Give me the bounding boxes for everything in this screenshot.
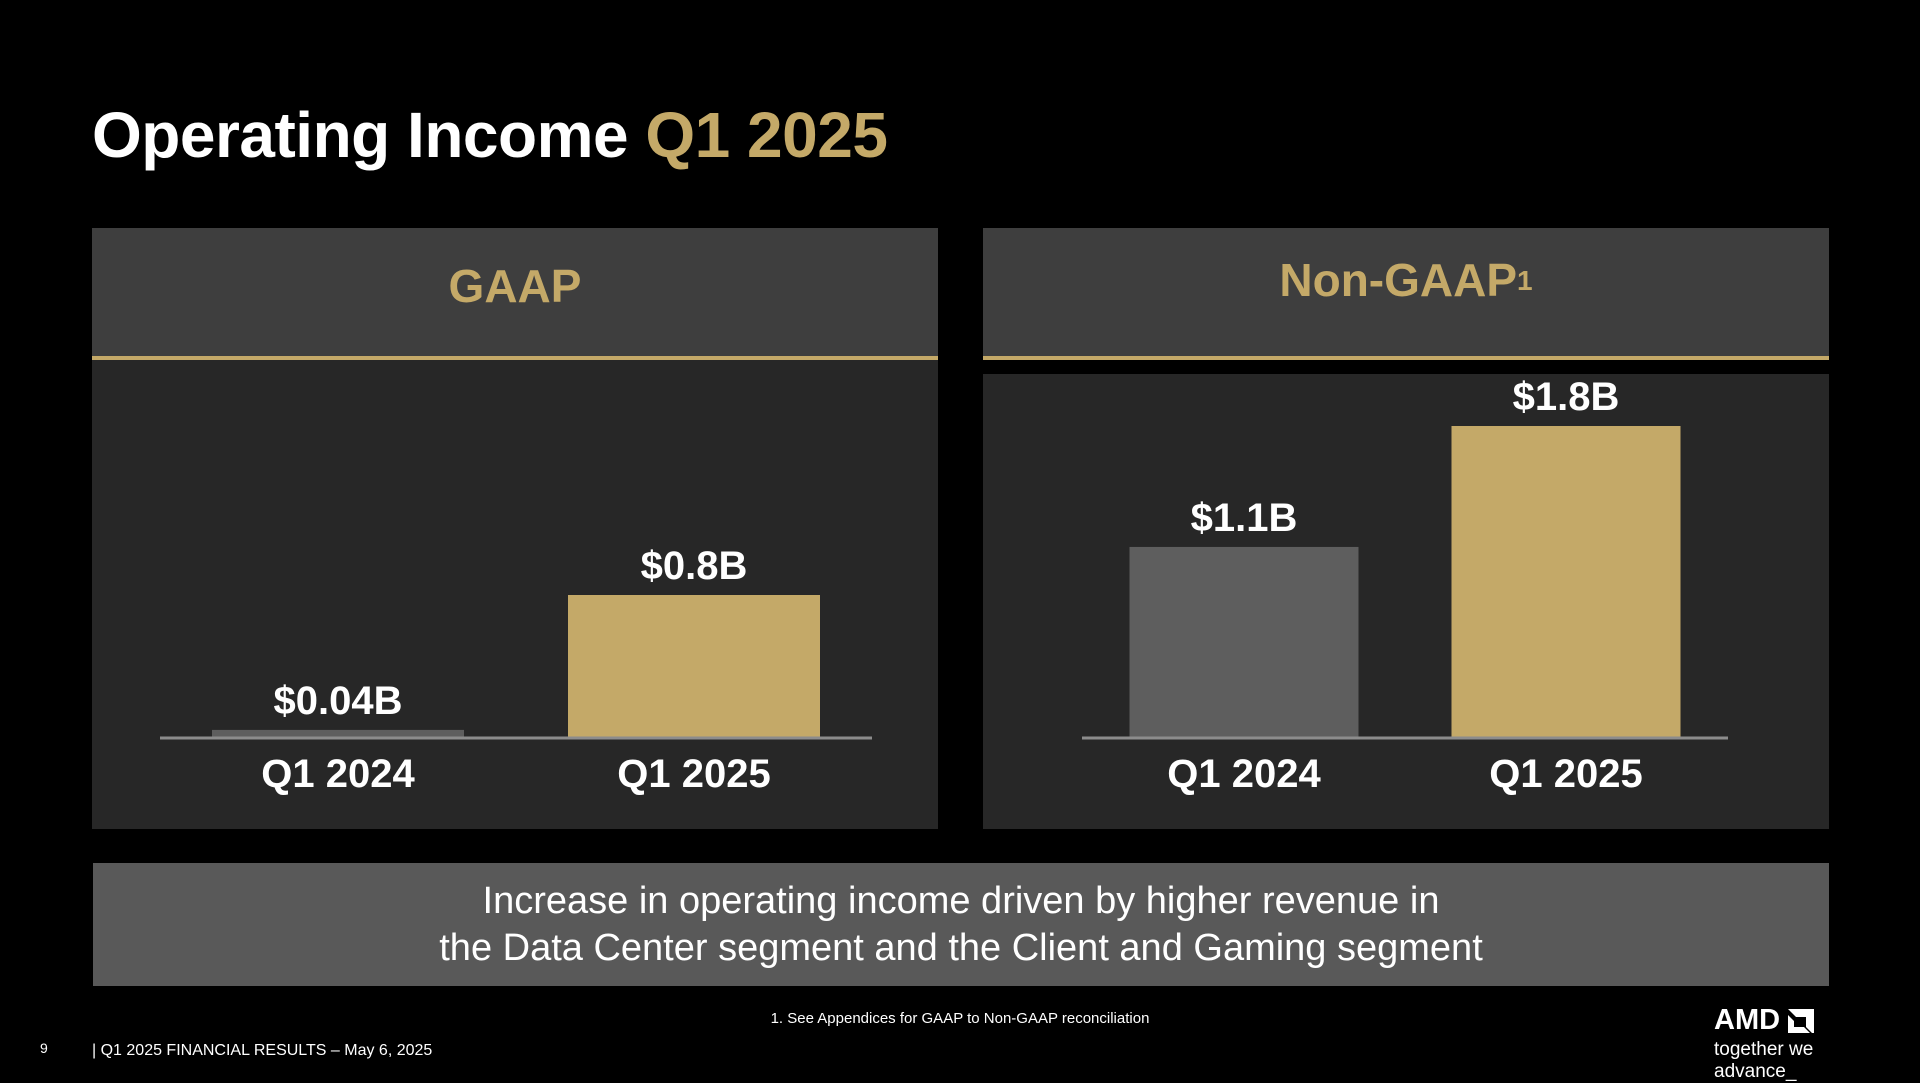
summary-text: Increase in operating income driven by h… — [439, 878, 1483, 972]
summary-line-2: the Data Center segment and the Client a… — [439, 926, 1483, 969]
footnote: 1. See Appendices for GAAP to Non-GAAP r… — [770, 1010, 1150, 1027]
gaap-bar-q1-2024 — [212, 729, 464, 737]
gaap-chart-area: $0.04B Q1 2024 $0.8B Q1 2025 — [92, 360, 938, 829]
gaap-value-label-q1-2025: $0.8B — [641, 544, 748, 588]
title-highlight: Q1 2025 — [645, 99, 888, 171]
gaap-category-label-q1-2024: Q1 2024 — [261, 752, 415, 796]
logo-tagline: together we advance_ — [1714, 1039, 1814, 1082]
non-gaap-panel-header: Non-GAAP1 — [983, 228, 1829, 360]
non-gaap-chart-area: $1.1B Q1 2024 $1.8B Q1 2025 — [983, 374, 1829, 829]
gaap-value-label-q1-2024: $0.04B — [274, 679, 403, 723]
title-main: Operating Income — [92, 99, 629, 171]
page-number: 9 — [40, 1040, 48, 1056]
non-gaap-bar-q1-2025 — [1451, 426, 1681, 737]
gaap-bar-q1-2025 — [568, 595, 820, 737]
gaap-category-label-q1-2025: Q1 2025 — [617, 752, 770, 796]
non-gaap-title-text: Non-GAAP — [1279, 254, 1518, 306]
amd-logo: AMD together we advance_ — [1714, 1004, 1894, 1083]
gaap-panel-header: GAAP — [92, 228, 938, 360]
non-gaap-panel-title: Non-GAAP1 — [1279, 254, 1533, 313]
non-gaap-bar-q1-2024 — [1129, 546, 1359, 737]
footer-text: | Q1 2025 FINANCIAL RESULTS – May 6, 202… — [92, 1042, 433, 1059]
gaap-bar-chart: $0.04B Q1 2024 $0.8B Q1 2025 — [160, 544, 872, 796]
page-title: Operating Income Q1 2025 — [92, 96, 888, 174]
amd-arrow-icon — [1788, 1008, 1815, 1033]
non-gaap-bar-chart: $1.1B Q1 2024 $1.8B Q1 2025 — [1082, 375, 1728, 796]
summary-line-1: Increase in operating income driven by h… — [482, 879, 1440, 922]
non-gaap-category-label-q1-2024: Q1 2024 — [1167, 752, 1321, 796]
summary-box: Increase in operating income driven by h… — [93, 863, 1829, 986]
non-gaap-value-label-q1-2024: $1.1B — [1191, 496, 1298, 540]
non-gaap-value-label-q1-2025: $1.8B — [1513, 375, 1620, 419]
logo-brand-text: AMD — [1714, 1004, 1781, 1036]
footnote-marker: 1 — [1517, 265, 1533, 296]
gaap-panel-title: GAAP — [448, 260, 582, 312]
logo-brand: AMD — [1714, 1004, 1894, 1037]
non-gaap-category-label-q1-2025: Q1 2025 — [1489, 752, 1642, 796]
